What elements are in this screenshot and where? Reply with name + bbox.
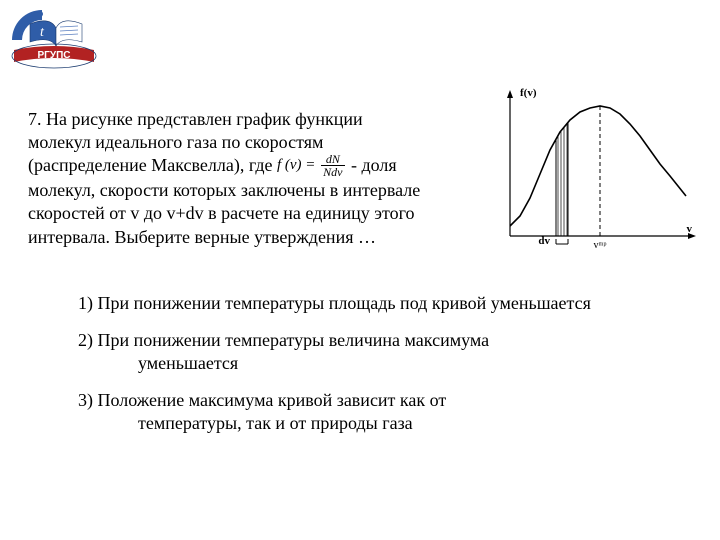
answer-3-line1: 3) Положение максимума кривой зависит ка… — [78, 390, 446, 410]
answer-option-3: 3) Положение максимума кривой зависит ка… — [78, 389, 668, 435]
logo-acronym: РГУПС — [38, 50, 71, 61]
svg-text:dv: dv — [538, 235, 550, 247]
question-line6: интервала. Выберите верные утверждения … — [28, 226, 476, 249]
answer-option-2: 2) При понижении температуры величина ма… — [78, 329, 668, 375]
answer-3-line2: температуры, так и от природы газа — [78, 412, 668, 435]
formula-inline: f (v) = dN Ndv — [277, 153, 347, 178]
svg-text:f(v): f(v) — [520, 87, 537, 99]
question-line2: молекул идеального газа по скоростям — [28, 131, 476, 154]
svg-text:v: v — [687, 223, 693, 235]
answer-2-line1: 2) При понижении температуры величина ма… — [78, 330, 489, 350]
question-text: 7. На рисунке представлен график функции… — [28, 108, 476, 249]
question-number: 7. — [28, 109, 42, 129]
question-line1: На рисунке представлен график функции — [46, 109, 363, 129]
institution-logo: t РГУПС — [8, 6, 100, 70]
formula-fraction: dN Ndv — [321, 153, 344, 178]
question-line4: молекул, скорости которых заключены в ин… — [28, 179, 476, 202]
formula-denominator: Ndv — [321, 166, 344, 178]
answer-options: 1) При понижении температуры площадь под… — [78, 292, 668, 449]
question-line3b: - доля — [351, 155, 397, 175]
maxwell-distribution-graph: f(v) v dv vᵐᵖ — [492, 86, 702, 254]
answer-1-text: 1) При понижении температуры площадь под… — [78, 293, 591, 313]
answer-2-line2: уменьшается — [78, 352, 668, 375]
formula-fv: f (v) = — [277, 157, 315, 173]
answer-option-1: 1) При понижении температуры площадь под… — [78, 292, 668, 315]
question-line3a: (распределение Максвелла), где — [28, 155, 272, 175]
svg-text:vᵐᵖ: vᵐᵖ — [594, 240, 607, 251]
question-line5: скоростей от v до v+dv в расчете на един… — [28, 202, 476, 225]
